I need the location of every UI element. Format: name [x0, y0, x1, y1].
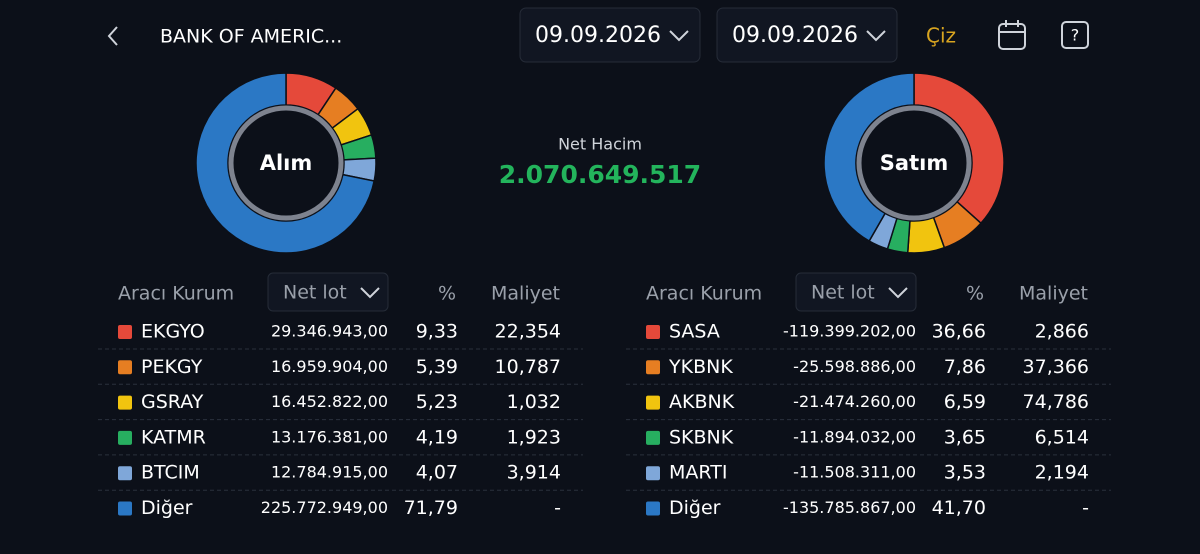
percent: 4,19 [416, 426, 458, 448]
percent: 5,23 [416, 391, 458, 413]
net-lot: 13.176.381,00 [271, 427, 388, 446]
percent: 71,79 [404, 497, 458, 519]
broker-name: AKBNK [669, 391, 735, 413]
column-header: Maliyet [491, 283, 560, 305]
cost: 1,032 [507, 391, 561, 413]
net-lot: -135.785.867,00 [783, 498, 916, 517]
percent: 6,59 [944, 391, 986, 413]
column-header: Aracı Kurum [646, 283, 762, 305]
cost: 1,923 [507, 426, 561, 448]
cost: 37,366 [1023, 356, 1089, 378]
net-lot: 29.346.943,00 [271, 322, 388, 341]
cost: 2,194 [1035, 462, 1089, 484]
net-lot-dropdown[interactable] [267, 272, 389, 312]
color-swatch [118, 466, 132, 481]
percent: 4,07 [416, 462, 458, 484]
calendar-icon[interactable] [998, 20, 1026, 50]
column-header: % [966, 283, 984, 305]
color-swatch [646, 466, 660, 481]
color-swatch [646, 395, 660, 410]
back-button[interactable] [107, 26, 118, 46]
date-from-box[interactable] [519, 7, 701, 63]
broker-name: EKGYO [141, 321, 205, 343]
color-swatch [118, 395, 132, 410]
donut-inner-ring [856, 105, 972, 221]
chevron [669, 30, 689, 42]
column-header: Maliyet [1019, 283, 1088, 305]
chevron [360, 287, 380, 299]
title: BANK OF AMERIC... [160, 26, 342, 48]
percent: 7,86 [944, 356, 986, 378]
percent: 3,65 [944, 426, 986, 448]
broker-name: KATMR [141, 426, 206, 448]
date-to-box[interactable] [716, 7, 898, 63]
donut-slice [195, 72, 376, 254]
broker-name: PEKGY [141, 356, 203, 378]
date-to: 09.09.2026 [732, 23, 858, 48]
column-header: Net lot [811, 282, 875, 304]
date-from: 09.09.2026 [535, 23, 661, 48]
net-lot: -11.508.311,00 [793, 463, 916, 482]
cost: 3,914 [507, 462, 561, 484]
chevron [888, 287, 908, 299]
net-lot: 16.959.904,00 [271, 357, 388, 376]
cost: 22,354 [495, 321, 561, 343]
net-lot: -119.399.202,00 [783, 322, 916, 341]
color-swatch [118, 325, 132, 339]
net-lot: 12.784.915,00 [271, 463, 388, 482]
column-header: Aracı Kurum [118, 283, 234, 305]
donut-title: Satım [880, 151, 948, 175]
color-swatch [646, 360, 660, 375]
color-swatch [118, 360, 132, 375]
net-volume-value: 2.070.649.517 [499, 160, 701, 189]
percent: 3,53 [944, 462, 986, 484]
broker-name: SKBNK [669, 426, 734, 448]
percent: 5,39 [416, 356, 458, 378]
help-icon[interactable]: ? [1061, 21, 1089, 49]
broker-name: YKBNK [668, 356, 733, 378]
broker-name: Diğer [669, 497, 721, 519]
cost: 74,786 [1023, 391, 1089, 413]
donut-inner-ring [228, 105, 344, 221]
net-lot: -25.598.886,00 [793, 357, 916, 376]
svg-text:?: ? [1071, 26, 1080, 45]
chevron [866, 30, 886, 42]
draw-button[interactable]: Çiz [926, 24, 956, 48]
donut-slice [823, 72, 915, 243]
percent: 9,33 [416, 321, 458, 343]
broker-name: GSRAY [141, 391, 204, 413]
column-header: Net lot [283, 282, 347, 304]
net-lot: -11.894.032,00 [793, 427, 916, 446]
net-lot: 16.452.822,00 [271, 392, 388, 411]
donut-title: Alım [260, 151, 313, 175]
color-swatch [118, 501, 132, 516]
percent: 41,70 [932, 497, 986, 519]
cost: 2,866 [1035, 321, 1089, 343]
cost: - [554, 497, 561, 519]
percent: 36,66 [932, 321, 986, 343]
net-lot: 225.772.949,00 [261, 498, 388, 517]
broker-name: BTCIM [141, 462, 200, 484]
net-lot: -21.474.260,00 [793, 392, 916, 411]
cost: 6,514 [1035, 426, 1089, 448]
cost: - [1082, 497, 1089, 519]
broker-name: SASA [669, 321, 720, 343]
color-swatch [646, 325, 660, 339]
net-lot-dropdown[interactable] [795, 272, 917, 312]
column-header: % [438, 283, 456, 305]
broker-name: Diğer [141, 497, 193, 519]
color-swatch [646, 430, 660, 445]
color-swatch [646, 501, 660, 516]
broker-name: MARTI [669, 462, 727, 484]
cost: 10,787 [495, 356, 561, 378]
donut-slice [913, 72, 1005, 225]
net-volume-label: Net Hacim [558, 135, 642, 154]
color-swatch [118, 430, 132, 445]
